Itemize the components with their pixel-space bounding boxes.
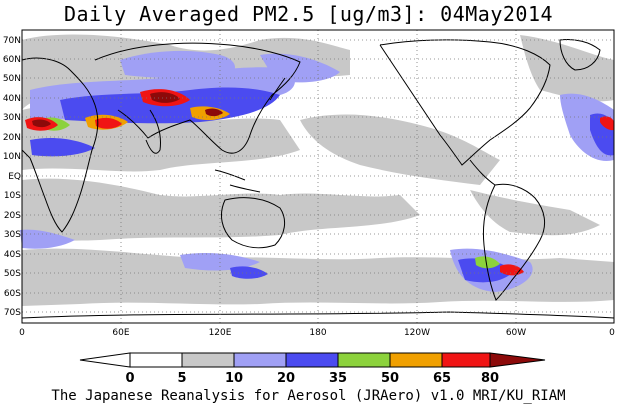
lon-label: 180 [309,328,326,338]
graticule [22,30,614,323]
lat-label: 50S [4,269,21,279]
lat-label: 30N [3,113,21,123]
coastlines [21,39,615,319]
lat-label: 10N [3,152,21,162]
colorbar-label: 5 [177,371,186,386]
lat-label: 40N [3,94,21,104]
colorbar-label: 50 [381,371,399,386]
colorbar: 0 5 10 20 35 50 65 80 [79,352,546,386]
pm25-fields [20,34,614,306]
colorbar-swatch [337,352,391,368]
colorbar-swatch [129,352,183,368]
footer-credit: The Japanese Reanalysis for Aerosol (JRA… [51,388,566,404]
colorbar-label: 65 [433,371,451,386]
map-title: Daily Averaged PM2.5 [ug/m3]: 04May2014 [63,2,554,26]
longitude-labels: 0 60E 120E 180 120W 60W 0 [19,328,615,338]
lon-label: 60E [112,328,129,338]
lat-label: 60N [3,55,21,65]
colorbar-label: 20 [277,371,295,386]
lon-label: 0 [609,328,615,338]
lat-label: 70N [3,36,21,46]
lat-label: EQ [8,172,21,182]
lon-label: 60W [506,328,526,338]
lat-label: 50N [3,74,21,84]
colorbar-label: 35 [329,371,347,386]
lon-label: 0 [19,328,25,338]
colorbar-swatch [389,352,443,368]
colorbar-lower-arrow [79,352,131,368]
lon-label: 120E [209,328,232,338]
colorbar-label: 0 [125,371,134,386]
lat-label: 40S [4,250,21,260]
colorbar-swatch [181,352,235,368]
lon-label: 120W [404,328,430,338]
lat-label: 30S [4,230,21,240]
colorbar-label: 80 [481,371,499,386]
colorbar-swatch [441,352,491,368]
lat-label: 10S [4,191,21,201]
lat-label: 20N [3,133,21,143]
colorbar-upper-arrow [489,352,546,368]
lat-label: 60S [4,289,21,299]
colorbar-label: 10 [225,371,243,386]
map-frame [21,29,615,324]
lat-label: 70S [4,308,21,318]
lat-label: 20S [4,211,21,221]
latitude-labels: 70N 60N 50N 40N 30N 20N 10N EQ 10S 20S 3… [3,36,21,318]
colorbar-swatch [233,352,287,368]
colorbar-swatch [285,352,339,368]
